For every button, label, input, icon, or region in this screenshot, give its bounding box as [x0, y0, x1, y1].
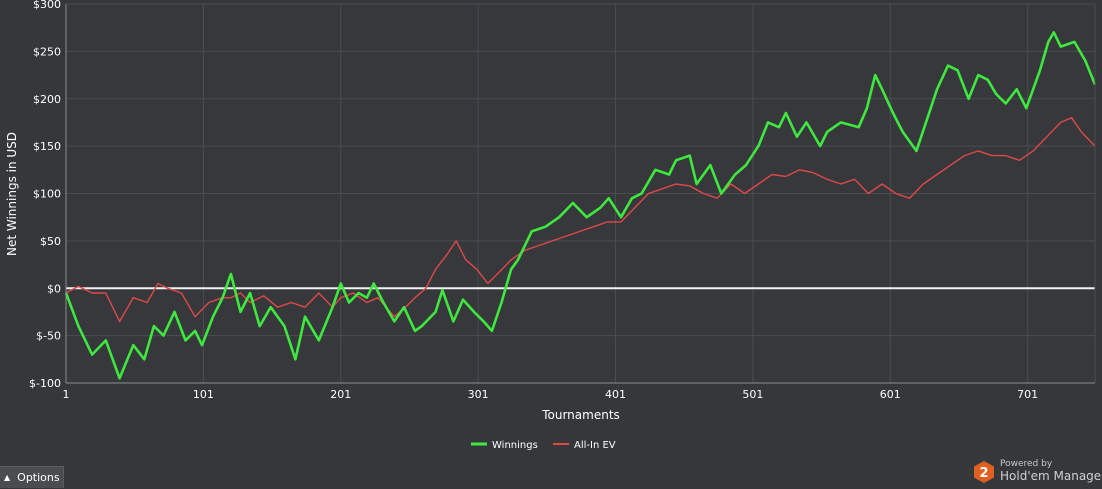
branding: 2 Powered by Hold'em Manager: [970, 458, 1102, 486]
y-tick-label: $150: [33, 140, 61, 153]
x-tick-label: 101: [193, 388, 214, 401]
x-axis-ticks: 1 101 201 301 401 501 601 701: [63, 388, 1039, 401]
y-tick-label: $-50: [36, 330, 61, 343]
holdem-manager-logo: 2: [974, 461, 994, 483]
svg-text:2: 2: [979, 466, 988, 481]
chart-series: [64, 31, 1097, 380]
chart-grid: [66, 3, 1095, 384]
x-tick-label: 701: [1017, 388, 1038, 401]
y-axis-title: Net Winnings in USD: [5, 132, 19, 256]
y-tick-label: $100: [33, 188, 61, 201]
x-tick-label: 401: [605, 388, 626, 401]
x-axis-title: Tournaments: [541, 408, 620, 422]
chevron-up-icon: ▲: [4, 473, 11, 482]
powered-by-text: Powered by: [1000, 459, 1053, 469]
x-tick-label: 1: [63, 388, 70, 401]
series-line-winnings: [64, 31, 1097, 380]
options-button[interactable]: ▲ Options: [0, 466, 64, 488]
x-tick-label: 601: [880, 388, 901, 401]
y-tick-label: $200: [33, 93, 61, 106]
y-tick-label: $0: [47, 282, 61, 295]
y-tick-label: $50: [40, 235, 61, 248]
brand-name: Hold'em Manager: [1000, 469, 1102, 483]
legend-item: Winnings: [471, 440, 538, 451]
y-axis-ticks: $-100 $-50 $0 $50 $100 $150 $200 $250 $300: [29, 0, 61, 390]
y-tick-label: $300: [33, 0, 61, 11]
y-tick-label: $-100: [29, 377, 61, 390]
legend-label: Winnings: [492, 440, 538, 451]
series-line-all-in-ev: [65, 117, 1096, 323]
options-button-label: Options: [17, 471, 60, 484]
chart-legend: Winnings All-In EV: [471, 440, 616, 451]
x-tick-label: 201: [330, 388, 351, 401]
y-tick-label: $250: [33, 45, 61, 58]
legend-label: All-In EV: [574, 440, 616, 451]
legend-item: All-In EV: [553, 440, 616, 451]
x-tick-label: 501: [742, 388, 763, 401]
chart-axes: [65, 3, 1096, 384]
x-tick-label: 301: [468, 388, 489, 401]
